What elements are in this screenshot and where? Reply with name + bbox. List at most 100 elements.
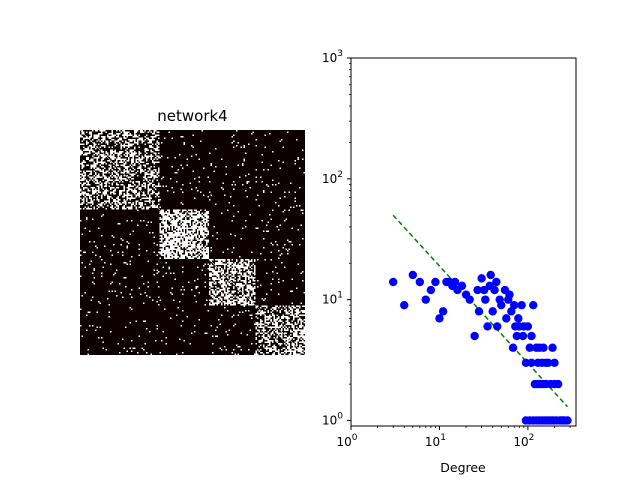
matrix-cell <box>183 229 185 231</box>
matrix-cell <box>198 227 200 229</box>
matrix-cell <box>225 166 227 168</box>
matrix-cell <box>182 223 184 225</box>
matrix-cell <box>129 154 131 156</box>
matrix-cell <box>198 212 200 214</box>
matrix-cell <box>138 182 140 184</box>
matrix-cell <box>218 266 220 268</box>
matrix-cell <box>174 235 176 237</box>
matrix-cell <box>113 236 115 238</box>
matrix-cell <box>171 226 173 228</box>
matrix-cell <box>299 337 301 339</box>
matrix-cell <box>159 206 161 208</box>
matrix-cell <box>269 133 271 135</box>
matrix-cell <box>233 188 235 190</box>
matrix-cell <box>156 193 158 195</box>
matrix-cell <box>198 253 200 255</box>
matrix-cell <box>287 338 289 340</box>
matrix-cell <box>222 289 224 291</box>
matrix-cell <box>90 178 92 180</box>
matrix-cell <box>270 332 272 334</box>
matrix-cell <box>117 343 119 345</box>
matrix-cell <box>279 326 281 328</box>
matrix-cell <box>198 158 200 160</box>
matrix-cell <box>218 259 220 261</box>
matrix-cell <box>218 262 220 264</box>
matrix-cell <box>242 260 244 262</box>
matrix-cell <box>224 265 226 267</box>
matrix-cell <box>188 227 190 229</box>
matrix-cell <box>243 158 245 160</box>
matrix-cell <box>260 314 262 316</box>
matrix-cell <box>113 274 115 276</box>
matrix-cell <box>107 140 109 142</box>
matrix-cell <box>180 215 182 217</box>
matrix-cell <box>131 197 133 199</box>
matrix-cell <box>141 158 143 160</box>
matrix-cell <box>212 274 214 276</box>
matrix-cell <box>246 182 248 184</box>
matrix-cell <box>233 349 235 351</box>
matrix-cell <box>197 245 199 247</box>
matrix-cell <box>137 155 139 157</box>
matrix-cell <box>204 253 206 255</box>
matrix-cell <box>248 302 250 304</box>
matrix-cell <box>156 176 158 178</box>
matrix-cell <box>161 230 163 232</box>
matrix-cell <box>134 148 136 150</box>
matrix-cell <box>164 253 166 255</box>
matrix-cell <box>111 208 113 210</box>
matrix-cell <box>219 283 221 285</box>
matrix-cell <box>272 326 274 328</box>
data-point <box>541 358 551 368</box>
matrix-cell <box>98 173 100 175</box>
matrix-cell <box>206 257 208 259</box>
matrix-cell <box>149 188 151 190</box>
matrix-cell <box>206 218 208 220</box>
matrix-cell <box>191 247 193 249</box>
matrix-cell <box>86 142 88 144</box>
matrix-cell <box>216 263 218 265</box>
matrix-cell <box>174 157 176 159</box>
matrix-cell <box>153 136 155 138</box>
matrix-cell <box>284 332 286 334</box>
matrix-cell <box>263 331 265 333</box>
matrix-cell <box>221 314 223 316</box>
matrix-cell <box>239 176 241 178</box>
matrix-cell <box>155 175 157 177</box>
matrix-cell <box>239 283 241 285</box>
matrix-cell <box>303 343 305 345</box>
matrix-cell <box>293 316 295 318</box>
matrix-cell <box>224 302 226 304</box>
matrix-cell <box>284 340 286 342</box>
matrix-cell <box>303 172 305 174</box>
matrix-cell <box>299 305 301 307</box>
matrix-cell <box>123 277 125 279</box>
matrix-cell <box>197 215 199 217</box>
matrix-cell <box>206 233 208 235</box>
matrix-cell <box>150 176 152 178</box>
matrix-cell <box>93 199 95 201</box>
matrix-cell <box>255 176 257 178</box>
matrix-cell <box>192 232 194 234</box>
matrix-cell <box>153 191 155 193</box>
matrix-cell <box>126 154 128 156</box>
matrix-cell <box>153 274 155 276</box>
matrix-cell <box>258 350 260 352</box>
matrix-cell <box>174 238 176 240</box>
matrix-cell <box>135 136 137 138</box>
matrix-cell <box>288 350 290 352</box>
matrix-cell <box>206 241 208 243</box>
matrix-cell <box>269 214 271 216</box>
matrix-cell <box>170 239 172 241</box>
matrix-cell <box>206 299 208 301</box>
matrix-cell <box>189 221 191 223</box>
matrix-cell <box>101 149 103 151</box>
matrix-cell <box>231 136 233 138</box>
matrix-cell <box>302 331 304 333</box>
matrix-cell <box>92 272 94 274</box>
matrix-cell <box>149 194 151 196</box>
matrix-cell <box>137 143 139 145</box>
matrix-cell <box>299 335 301 337</box>
matrix-cell <box>135 196 137 198</box>
matrix-cell <box>128 184 130 186</box>
